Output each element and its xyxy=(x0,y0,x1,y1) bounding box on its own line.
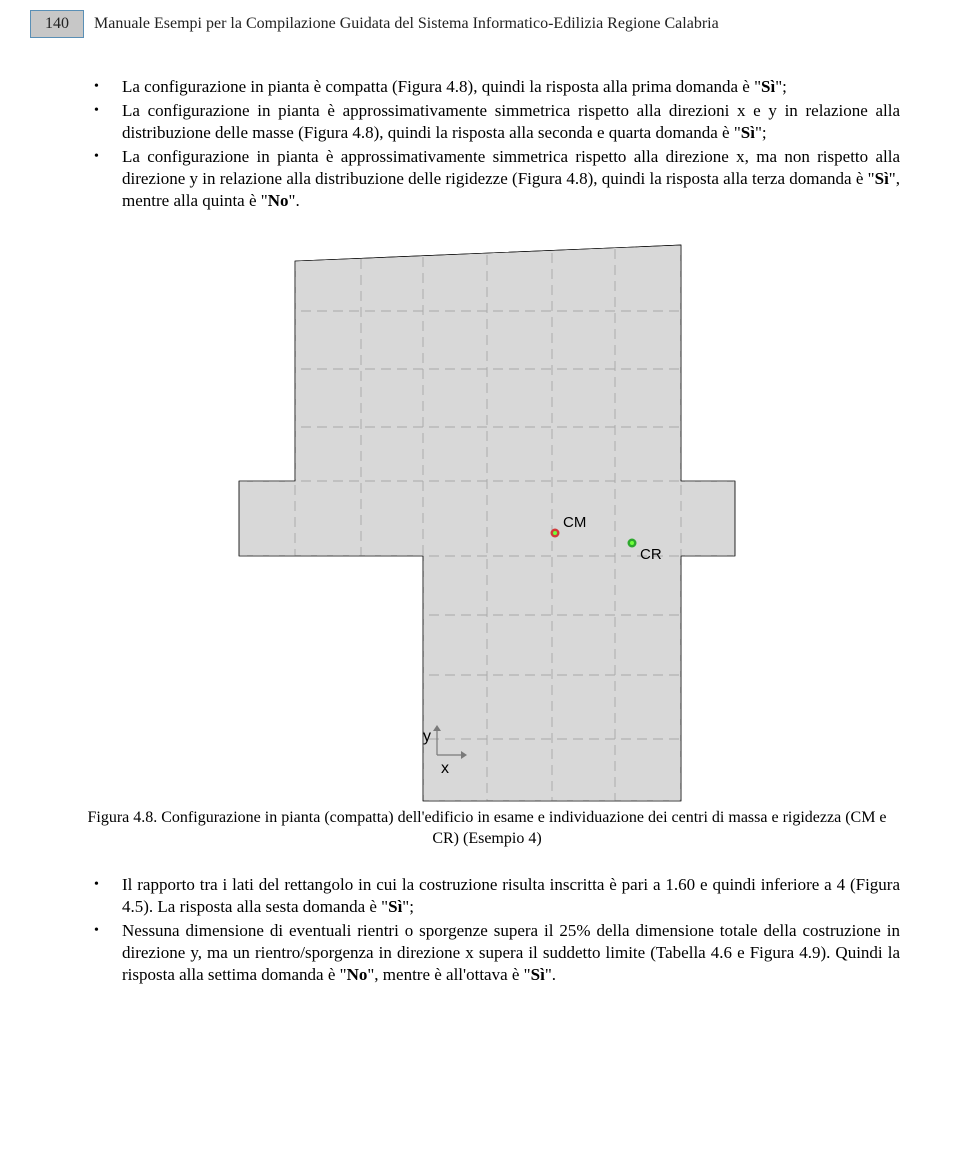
svg-text:CM: CM xyxy=(563,514,586,531)
caption-text: Configurazione in pianta (compatta) dell… xyxy=(161,809,886,848)
bullet-item: Il rapporto tra i lati del rettangolo in… xyxy=(122,874,900,918)
bullet-item: La configurazione in pianta è approssima… xyxy=(122,146,900,212)
svg-text:y: y xyxy=(423,728,431,745)
page-header: 140 Manuale Esempi per la Compilazione G… xyxy=(0,0,960,38)
caption-prefix: Figura 4.8. xyxy=(87,809,161,826)
manual-title: Manuale Esempi per la Compilazione Guida… xyxy=(94,15,719,33)
page-number: 140 xyxy=(30,10,84,38)
svg-text:CR: CR xyxy=(640,546,662,563)
figure-caption: Figura 4.8. Configurazione in pianta (co… xyxy=(74,807,900,850)
bullet-item: La configurazione in pianta è approssima… xyxy=(122,100,900,144)
bullet-list-bottom: Il rapporto tra i lati del rettangolo in… xyxy=(74,874,900,986)
bullet-item: La configurazione in pianta è compatta (… xyxy=(122,76,900,98)
bullet-item: Nessuna dimensione di eventuali rientri … xyxy=(122,920,900,986)
diagram-container: CM CR yx xyxy=(74,243,900,803)
svg-text:x: x xyxy=(441,760,449,777)
floor-plan-diagram: CM CR yx xyxy=(237,243,737,803)
bullet-list-top: La configurazione in pianta è compatta (… xyxy=(74,76,900,213)
